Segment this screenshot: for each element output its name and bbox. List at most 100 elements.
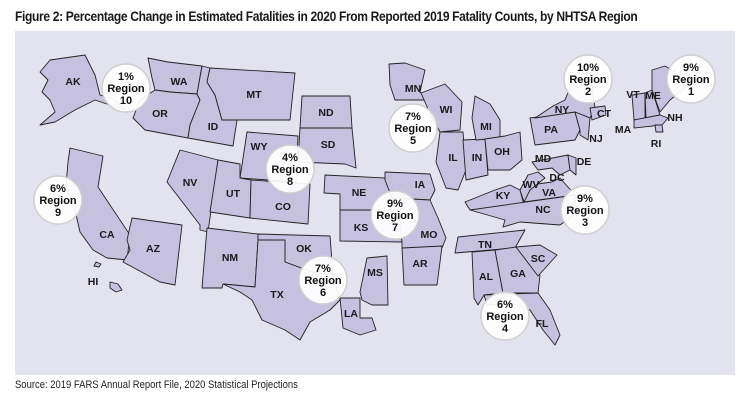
label-ma: MA	[615, 124, 632, 136]
state-nj[interactable]	[574, 111, 591, 141]
region-2-number: 2	[585, 86, 591, 98]
region-5-number: 5	[410, 135, 416, 147]
label-la: LA	[344, 308, 358, 320]
region-5-circle	[388, 103, 438, 153]
label-tx: TX	[270, 289, 283, 301]
region-9-pct: 6%	[50, 183, 66, 195]
region-bubble-1[interactable]: 9% Region 1	[666, 54, 716, 104]
source-note: Source: 2019 FARS Annual Report File, 20…	[15, 379, 298, 391]
region-bubble-5[interactable]: 7% Region 5	[388, 103, 438, 153]
state-mi[interactable]	[471, 95, 501, 141]
label-or: OR	[152, 108, 168, 120]
region-10-label: Region	[107, 83, 145, 95]
state-ms[interactable]	[359, 255, 389, 306]
state-hi-island[interactable]	[93, 261, 102, 268]
region-bubble-8[interactable]: 4% Region 8	[265, 144, 315, 194]
label-ky: KY	[496, 190, 511, 202]
region-5-label: Region	[394, 123, 432, 135]
region-2-pct: 10%	[577, 62, 599, 74]
label-ny: NY	[555, 104, 570, 116]
region-10-number: 10	[120, 95, 132, 107]
label-ne: NE	[352, 187, 367, 199]
region-8-pct: 4%	[282, 152, 298, 164]
region-bubble-9[interactable]: 6% Region 9	[33, 175, 83, 225]
label-wi: WI	[440, 104, 453, 116]
label-id: ID	[208, 121, 219, 133]
label-nm: NM	[222, 252, 239, 264]
label-ms: MS	[367, 267, 383, 279]
label-mt: MT	[246, 89, 262, 101]
state-mt[interactable]	[206, 67, 296, 121]
state-ga[interactable]	[494, 246, 541, 294]
label-wy: WY	[251, 141, 268, 153]
label-nv: NV	[183, 177, 198, 189]
region-1-number: 1	[688, 86, 694, 98]
state-ak[interactable]	[39, 54, 126, 126]
label-ct: CT	[597, 108, 612, 120]
state-la[interactable]	[339, 297, 377, 336]
state-il[interactable]	[435, 131, 467, 191]
region-bubble-4[interactable]: 6% Region 4	[480, 291, 530, 341]
state-az[interactable]	[122, 217, 183, 286]
region-1-circle	[666, 54, 716, 104]
region-6-number: 6	[320, 287, 326, 299]
region-bubbles: 9% Region 1 10% Region 2 9% Region 3 6% …	[33, 54, 716, 341]
region-9-number: 9	[55, 207, 61, 219]
region-7-pct: 9%	[387, 198, 403, 210]
label-mn: MN	[405, 83, 421, 95]
region-6-circle	[298, 255, 348, 305]
region-bubble-7[interactable]: 9% Region 7	[370, 190, 420, 240]
region-bubble-2[interactable]: 10% Region 2	[563, 54, 613, 104]
label-de: DE	[577, 156, 592, 168]
label-sd: SD	[321, 139, 336, 151]
state-ar[interactable]	[401, 245, 443, 286]
label-sc: SC	[531, 253, 546, 265]
label-dc: DC	[549, 172, 565, 184]
state-oh[interactable]	[484, 131, 523, 171]
region-bubble-6[interactable]: 7% Region 6	[298, 255, 348, 305]
region-1-label: Region	[672, 74, 710, 86]
label-nd: ND	[318, 107, 334, 119]
region-4-pct: 6%	[497, 299, 513, 311]
region-2-label: Region	[569, 74, 607, 86]
region-bubble-10[interactable]: 1% Region 10	[101, 63, 151, 113]
label-ut: UT	[226, 188, 241, 200]
label-va: VA	[542, 187, 556, 199]
state-de[interactable]	[567, 154, 577, 176]
label-vt: VT	[626, 89, 640, 101]
label-fl: FL	[536, 318, 549, 330]
label-ok: OK	[296, 243, 312, 255]
label-ak: AK	[65, 76, 81, 88]
label-tn: TN	[478, 239, 492, 251]
region-3-number: 3	[582, 217, 588, 229]
state-shapes	[39, 54, 686, 346]
state-ct[interactable]	[589, 105, 607, 121]
state-hi[interactable]	[109, 281, 123, 293]
label-il: IL	[448, 152, 458, 164]
state-wv[interactable]	[519, 171, 546, 203]
label-oh: OH	[494, 146, 510, 158]
region-7-circle	[370, 190, 420, 240]
region-3-circle	[560, 185, 610, 235]
label-nh: NH	[667, 112, 682, 124]
label-ri: RI	[651, 138, 662, 150]
label-az: AZ	[146, 243, 161, 255]
state-sc[interactable]	[515, 244, 558, 277]
region-4-circle	[480, 291, 530, 341]
label-pa: PA	[544, 124, 558, 136]
region-2-circle	[563, 54, 613, 104]
label-wv: WV	[523, 179, 540, 191]
label-ks: KS	[354, 222, 369, 234]
label-ca: CA	[99, 229, 115, 241]
label-nj: NJ	[589, 133, 603, 145]
state-nv[interactable]	[166, 149, 219, 233]
state-ri[interactable]	[654, 124, 664, 133]
region-8-number: 8	[287, 176, 293, 188]
label-md: MD	[535, 153, 552, 165]
label-hi: HI	[88, 276, 99, 288]
region-8-circle	[265, 144, 315, 194]
state-tx[interactable]	[222, 239, 341, 341]
region-bubble-3[interactable]: 9% Region 3	[560, 185, 610, 235]
state-labels: AK WA OR ID MT ND SD WY NV UT CO CA AZ H…	[65, 76, 682, 330]
